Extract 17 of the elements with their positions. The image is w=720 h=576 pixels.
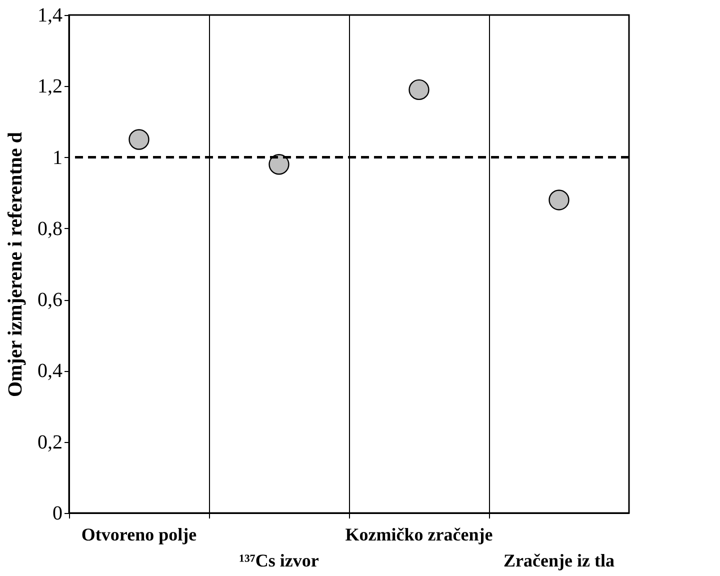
point xyxy=(408,79,430,100)
y-tick-label: 0 xyxy=(52,502,62,524)
y-tick-label: 0,6 xyxy=(38,289,62,312)
y-tick-label: 0,2 xyxy=(38,431,62,454)
x-tick-label: Zračenje iz tla xyxy=(504,550,614,570)
y-axis-title: Omjer izmjerene i referentne d xyxy=(4,132,26,398)
y-tick-label: 0,4 xyxy=(38,360,62,382)
point xyxy=(128,129,150,150)
point xyxy=(548,190,570,210)
x-tick-label: ¹³⁷Cs izvor xyxy=(239,550,319,570)
y-tick-label: 0,8 xyxy=(38,218,62,240)
x-tick-label: Kozmičko zračenje xyxy=(345,524,493,544)
point xyxy=(268,154,290,175)
y-tick-label: 1 xyxy=(52,146,62,169)
x-tick-label: Otvoreno polje xyxy=(81,524,197,544)
y-tick-label: 1,4 xyxy=(38,4,62,26)
y-tick-label: 1,2 xyxy=(38,76,62,98)
